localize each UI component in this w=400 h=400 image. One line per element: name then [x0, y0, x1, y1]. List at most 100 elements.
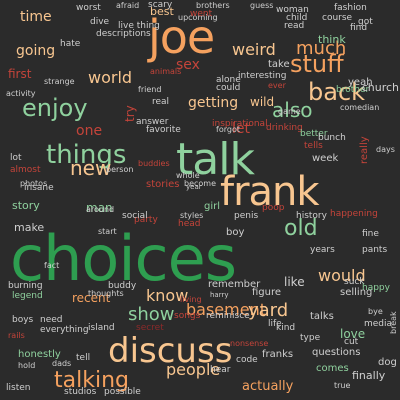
word-afraid: afraid — [116, 1, 140, 10]
word-went: went — [190, 9, 213, 19]
word-days: days — [376, 145, 395, 154]
word-real: real — [152, 97, 170, 107]
word-suck: suck — [344, 277, 365, 287]
word-much: much — [296, 38, 347, 59]
word-story: story — [12, 199, 40, 212]
word-recent: recent — [72, 291, 111, 305]
word-thoughts: thoughts — [88, 289, 124, 298]
word-scary: scary — [148, 0, 173, 10]
word-descriptions: descriptions — [96, 29, 151, 39]
word-stuff: stuff — [290, 50, 344, 78]
word-discuss: discuss — [108, 331, 233, 371]
word-back: back — [308, 78, 366, 106]
word-questions: questions — [312, 347, 361, 358]
word-know: know — [146, 286, 189, 305]
word-show: show — [128, 304, 175, 325]
word-comes: comes — [316, 363, 349, 374]
word-like: like — [284, 275, 305, 289]
word-history: history — [296, 211, 327, 221]
word-really: really — [359, 136, 370, 164]
word-comedian: comedian — [340, 103, 380, 112]
word-burning: burning — [8, 281, 43, 291]
word-finally: finally — [352, 369, 386, 382]
word-island: island — [88, 323, 115, 333]
word-start: start — [98, 227, 117, 236]
word-think: think — [318, 33, 346, 46]
word-friend: friend — [138, 85, 162, 94]
word-happy: happy — [362, 283, 390, 293]
word-head: head — [178, 219, 201, 229]
word-make: make — [14, 221, 45, 234]
word-favorite: favorite — [146, 125, 181, 135]
word-happening: happening — [330, 209, 378, 219]
word-tell: tell — [76, 353, 91, 363]
word-harry: harry — [210, 291, 229, 299]
word-tells: tells — [304, 141, 323, 151]
word-strange: strange — [44, 77, 75, 86]
word-activity: activity — [6, 89, 36, 98]
word-everything: everything — [40, 325, 89, 335]
word-could: could — [216, 83, 241, 93]
word-time: time — [20, 9, 52, 25]
word-getting: getting — [188, 95, 239, 111]
word-forgot: forgot — [216, 125, 240, 134]
word-fact: fact — [44, 261, 60, 270]
word-songs: songs — [174, 311, 201, 321]
word-kind: kind — [276, 323, 296, 333]
word-rails: rails — [8, 331, 25, 340]
word-also: also — [272, 98, 313, 122]
word-code: code — [236, 355, 258, 365]
word-true: true — [334, 381, 351, 390]
word-try: try — [123, 105, 137, 122]
word-brothers: brothers — [196, 1, 230, 10]
word-would: would — [318, 266, 366, 285]
word-around: around — [86, 205, 115, 214]
word-week: week — [312, 153, 339, 164]
word-hold: hold — [18, 361, 36, 370]
word-almost: almost — [10, 165, 41, 175]
word-buddy: buddy — [108, 281, 137, 291]
word-cut: cut — [344, 337, 359, 347]
word-find: find — [350, 23, 368, 33]
word-guess: guess — [250, 1, 274, 10]
word-ever: ever — [268, 81, 286, 90]
word-boy: boy — [226, 227, 245, 238]
word-franks: franks — [262, 349, 294, 360]
word-secret: secret — [136, 323, 164, 333]
word-answer: answer — [136, 117, 169, 127]
word-person: person — [106, 165, 134, 174]
word-church: church — [361, 81, 399, 94]
word-let: let — [232, 121, 250, 137]
word-hate: hate — [60, 39, 81, 49]
word-enjoy: enjoy — [22, 94, 88, 122]
word-course: course — [322, 13, 353, 23]
word-woman: woman — [276, 5, 309, 15]
word-living: living — [180, 295, 202, 304]
word-yeah: yeah — [348, 77, 373, 88]
word-dive: dive — [90, 17, 110, 27]
word-boys: boys — [12, 315, 34, 325]
word-things: things — [46, 140, 127, 170]
word-basement: basement — [186, 300, 266, 319]
word-live-thing: live thing — [118, 21, 160, 31]
word-hear: hear — [210, 365, 231, 375]
word-people: people — [166, 360, 221, 379]
word-year: year — [186, 183, 202, 191]
word-best: best — [150, 5, 174, 18]
word-media: media — [364, 319, 393, 329]
word-inspirational: inspirational — [212, 119, 268, 129]
word-social: social — [122, 211, 148, 221]
word-choices: choices — [10, 222, 237, 295]
word-nonsense: nonsense — [230, 339, 269, 348]
word-studios: studios — [64, 387, 97, 397]
word-buddies: buddies — [138, 159, 170, 168]
word-break: break — [389, 311, 398, 334]
word-talking: talking — [54, 368, 129, 393]
word-girl: girl — [204, 201, 221, 212]
word-joe: joe — [148, 10, 215, 64]
word-become: become — [184, 179, 217, 188]
word-weird: weird — [232, 40, 276, 59]
word-penis: penis — [234, 211, 259, 221]
word-years: years — [310, 245, 335, 255]
word-reminisce: reminisce — [206, 311, 250, 321]
